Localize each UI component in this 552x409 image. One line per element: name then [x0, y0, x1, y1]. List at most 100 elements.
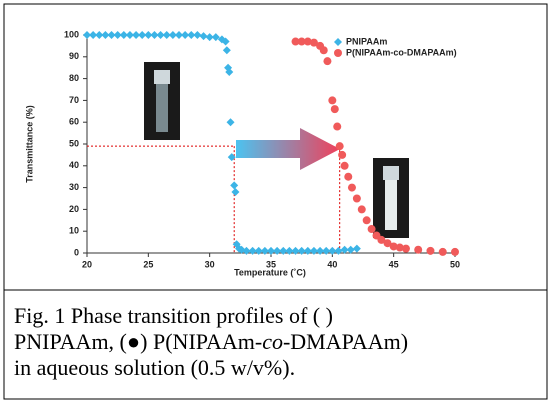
y-tick-label: 80	[69, 73, 79, 83]
point	[150, 31, 159, 39]
x-tick-label: 25	[143, 259, 153, 269]
point	[113, 31, 122, 39]
point	[414, 245, 423, 254]
point	[335, 142, 344, 151]
point	[362, 216, 371, 225]
point	[291, 37, 300, 46]
y-tick-label: 0	[74, 247, 79, 257]
caption-text: -DMAPAAm)	[283, 329, 408, 354]
vial-right	[373, 158, 409, 238]
point	[367, 225, 376, 234]
point	[221, 37, 230, 46]
point	[89, 31, 98, 39]
point	[231, 187, 240, 196]
point	[344, 172, 353, 181]
point	[260, 246, 269, 255]
point	[377, 235, 386, 244]
point	[279, 246, 288, 255]
caption-line: Fig. 1 Phase transition profiles of ( )	[14, 303, 333, 328]
point	[334, 246, 343, 255]
point	[273, 246, 282, 255]
point	[95, 31, 104, 39]
point	[242, 246, 251, 255]
caption-text: co	[262, 329, 283, 354]
point	[211, 33, 220, 42]
legend-label: P(NIPAAm-co-DMAPAAm)	[346, 47, 457, 57]
point	[352, 194, 361, 203]
transition-arrow	[236, 128, 340, 170]
point	[156, 31, 165, 39]
x-tick-label: 45	[389, 259, 399, 269]
point	[340, 161, 349, 170]
point	[309, 246, 318, 255]
point	[205, 33, 214, 42]
y-tick-label: 90	[69, 51, 79, 61]
point	[138, 31, 147, 39]
point	[303, 37, 312, 46]
caption-line: in aqueous solution (0.5 w/v%).	[14, 355, 295, 380]
point	[187, 31, 196, 39]
point	[83, 31, 91, 39]
y-tick-label: 60	[69, 117, 79, 127]
y-axis-label: Transmittance (%)	[24, 105, 34, 183]
point	[227, 153, 236, 162]
point	[340, 245, 349, 254]
vial-left	[144, 62, 180, 140]
point	[199, 32, 208, 41]
point	[330, 105, 339, 114]
legend-label: PNIPAAm	[346, 36, 387, 46]
point	[401, 244, 410, 253]
y-tick-label: 100	[64, 29, 79, 39]
point	[303, 246, 312, 255]
figure-border	[3, 3, 548, 400]
point	[226, 118, 235, 127]
point	[168, 31, 177, 39]
point	[395, 243, 404, 252]
legend-marker	[334, 49, 342, 57]
caption-text: in aqueous solution (0.5 w/v%).	[14, 355, 295, 380]
point	[267, 246, 275, 255]
x-tick-label: 35	[266, 259, 276, 269]
point	[107, 31, 116, 39]
point	[309, 38, 318, 47]
x-tick-label: 30	[205, 259, 215, 269]
point	[162, 31, 171, 39]
point	[230, 181, 239, 190]
point	[322, 246, 331, 255]
y-tick-label: 20	[69, 204, 79, 214]
x-tick-label: 40	[327, 259, 337, 269]
point	[346, 245, 355, 254]
point	[319, 46, 328, 55]
point	[101, 31, 110, 39]
y-tick-label: 70	[69, 95, 79, 105]
y-tick-label: 10	[69, 226, 79, 236]
point	[328, 246, 337, 255]
caption-text: Fig. 1 Phase transition profiles of ( )	[14, 303, 333, 328]
point	[225, 68, 234, 77]
point	[352, 244, 361, 253]
caption-line: PNIPAAm, (●) P(NIPAAm-co-DMAPAAm)	[14, 329, 408, 354]
point	[323, 57, 332, 66]
caption-text: PNIPAAm, (●) P(NIPAAm-	[14, 329, 262, 354]
x-axis-label: Temperature (˚C)	[234, 267, 306, 277]
point	[328, 96, 337, 105]
point	[347, 183, 356, 192]
point	[193, 31, 202, 39]
point	[222, 46, 231, 55]
point	[438, 247, 447, 256]
point	[426, 246, 435, 255]
point	[181, 31, 190, 39]
point	[316, 246, 325, 255]
point	[285, 246, 294, 255]
point	[119, 31, 128, 39]
x-tick-label: 20	[82, 259, 92, 269]
y-tick-label: 30	[69, 182, 79, 192]
point	[297, 37, 306, 46]
point	[175, 31, 183, 39]
x-tick-label: 50	[450, 259, 460, 269]
series-1	[291, 37, 459, 256]
point	[291, 246, 300, 255]
point	[389, 242, 398, 251]
